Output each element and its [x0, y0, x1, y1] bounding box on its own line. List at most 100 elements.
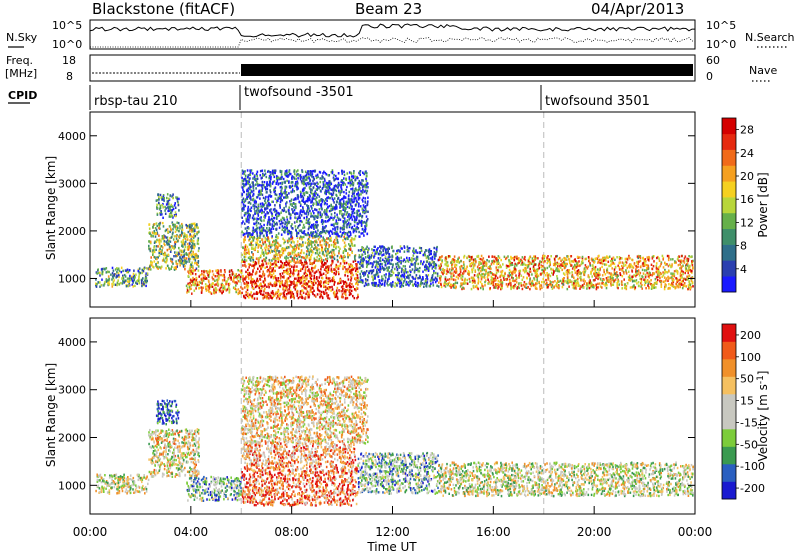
power-cell	[365, 247, 367, 250]
power-cell	[390, 282, 392, 285]
power-cell	[346, 219, 349, 222]
power-data	[95, 112, 694, 307]
power-cell	[364, 211, 366, 214]
power-cell	[164, 229, 167, 233]
power-cell	[344, 248, 346, 251]
power-cell	[246, 197, 249, 200]
power-cell	[129, 277, 131, 280]
power-cell	[419, 251, 422, 254]
power-cell	[317, 213, 319, 216]
power-cell	[359, 276, 362, 280]
power-cell	[216, 271, 218, 274]
power-cell	[318, 187, 320, 190]
power-cell	[256, 236, 259, 240]
power-cell	[405, 280, 408, 284]
power-cell	[277, 183, 280, 186]
power-cell	[321, 186, 324, 190]
power-cell	[343, 241, 346, 244]
power-cell	[324, 247, 327, 250]
power-cell	[168, 240, 170, 243]
power-cell	[175, 262, 178, 265]
power-cell	[349, 203, 352, 206]
power-cell	[264, 207, 266, 210]
power-cell	[351, 225, 354, 229]
power-cell	[428, 262, 430, 265]
power-cell	[274, 253, 277, 256]
power-cell	[354, 288, 356, 291]
power-cell	[192, 236, 195, 240]
power-cell	[311, 245, 313, 248]
power-cell	[362, 196, 365, 200]
power-cell	[321, 260, 324, 264]
power-cell	[363, 234, 365, 237]
power-cell	[271, 290, 274, 293]
power-cell	[376, 271, 379, 275]
power-cell	[194, 229, 196, 233]
power-cell	[291, 203, 293, 206]
power-cell	[316, 277, 318, 280]
power-cell	[110, 273, 112, 276]
power-cell	[310, 250, 312, 253]
power-cell	[313, 257, 316, 260]
power-cell	[269, 229, 272, 232]
power-cell	[341, 290, 343, 293]
power-cell	[297, 187, 299, 190]
power-cell	[269, 185, 272, 188]
power-cell	[132, 285, 134, 288]
power-cell	[254, 272, 257, 276]
power-cell	[246, 293, 249, 296]
power-cell	[374, 282, 376, 285]
power-cell	[433, 251, 436, 254]
power-cell	[179, 260, 182, 263]
power-cell	[377, 265, 379, 269]
power-cell	[315, 203, 318, 206]
power-cell	[533, 278, 536, 281]
power-cell	[364, 273, 366, 276]
power-cell	[288, 232, 290, 235]
power-cell	[183, 256, 186, 259]
power-cell	[256, 207, 259, 210]
power-cell	[311, 197, 314, 201]
power-cell	[271, 297, 273, 300]
power-cell	[262, 174, 265, 177]
power-cell	[260, 254, 262, 257]
power-cell	[331, 188, 333, 191]
power-cell	[187, 270, 189, 273]
power-cell	[205, 287, 207, 291]
power-cell	[296, 290, 299, 293]
power-cell	[301, 289, 304, 292]
power-cell	[327, 206, 329, 209]
power-cell	[302, 283, 305, 287]
power-cell	[342, 280, 344, 283]
power-cell	[251, 296, 254, 300]
power-cell	[297, 169, 299, 172]
power-cell	[352, 230, 355, 233]
power-cell	[108, 278, 111, 281]
power-cell	[345, 294, 347, 297]
power-cell	[361, 246, 363, 249]
power-cell	[406, 248, 409, 252]
power-cell	[342, 200, 345, 203]
power-cell	[390, 262, 392, 266]
power-cell	[323, 254, 326, 257]
power-cell	[300, 214, 303, 217]
power-cell	[261, 252, 264, 255]
power-cell	[277, 290, 279, 293]
power-cell	[361, 220, 363, 223]
power-cell	[484, 279, 487, 282]
power-cell	[299, 210, 302, 213]
power-cell	[244, 260, 246, 263]
power-cell	[259, 169, 262, 173]
power-cell	[315, 220, 317, 224]
power-cell	[261, 209, 263, 212]
power-cell	[315, 208, 318, 212]
power-cell	[282, 286, 285, 289]
power-cell	[161, 235, 164, 238]
power-cell	[271, 182, 274, 185]
power-cell	[281, 228, 284, 231]
power-cell	[190, 253, 192, 257]
power-cell	[113, 279, 115, 282]
power-cell	[264, 279, 267, 282]
power-cell	[292, 274, 295, 277]
power-cell	[350, 207, 353, 211]
